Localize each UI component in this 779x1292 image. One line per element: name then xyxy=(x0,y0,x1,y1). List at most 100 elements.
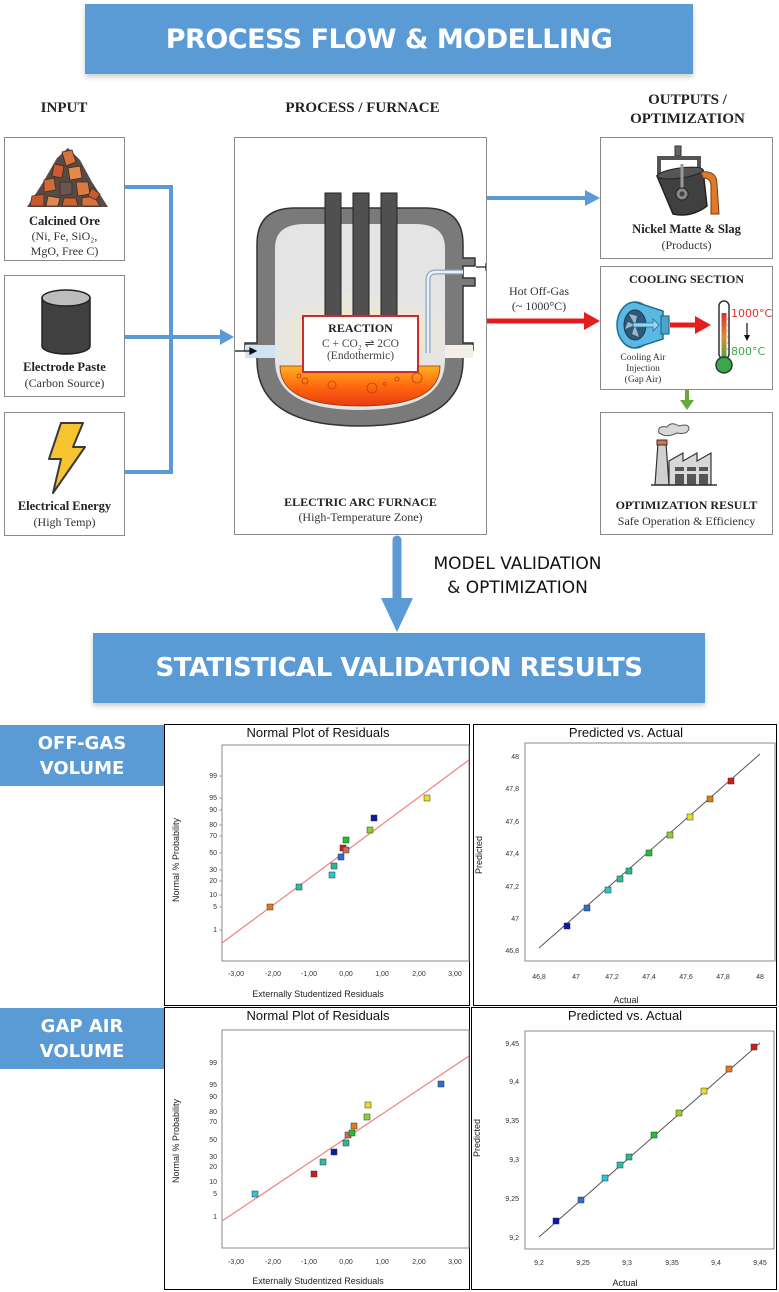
svg-text:9,35: 9,35 xyxy=(505,1118,519,1125)
svg-text:1: 1 xyxy=(213,1214,217,1221)
row-tag-gapair: GAP AIR VOLUME xyxy=(0,1008,164,1069)
cooling-fan-label: Cooling Air Injection (Gap Air) xyxy=(615,353,671,386)
chart-title: Predicted vs. Actual xyxy=(567,1008,683,1023)
electric-arc-furnace-illustration xyxy=(235,192,486,427)
svg-text:1: 1 xyxy=(213,927,217,934)
row-tag-line1: GAP AIR xyxy=(40,1015,124,1037)
temp-low: 800°C xyxy=(731,345,766,358)
lightning-bolt-icon xyxy=(48,422,86,494)
svg-text:50: 50 xyxy=(209,850,217,857)
svg-text:10: 10 xyxy=(209,892,217,899)
svg-text:5: 5 xyxy=(213,904,217,911)
thermometer-icon xyxy=(715,300,733,374)
svg-text:2,00: 2,00 xyxy=(412,1259,426,1266)
svg-text:70: 70 xyxy=(209,1119,217,1126)
row-tag-offgas: OFF-GAS VOLUME xyxy=(0,725,164,786)
ore-pile-icon xyxy=(27,148,108,207)
page-title: PROCESS FLOW & MODELLING xyxy=(165,23,613,55)
column-header-outputs-line2: OPTIMIZATION xyxy=(630,111,745,127)
chart-offgas-predicted-vs-actual: Predicted vs. Actual Actual Predicted 48… xyxy=(473,724,777,1006)
svg-text:9,45: 9,45 xyxy=(753,1260,767,1267)
chart-plot-area: 99 95 90 80 70 50 30 20 10 5 1 -3,00 -2,00 -1,00 0,00… xyxy=(209,744,470,978)
svg-text:9,3: 9,3 xyxy=(509,1157,519,1164)
svg-text:47,4: 47,4 xyxy=(505,851,519,858)
chart-plot-area: 99 95 90 80 70 50 30 20 10 5 1 -3,00 -2,00 -1,00 0,00… xyxy=(209,1029,470,1266)
svg-text:50: 50 xyxy=(209,1137,217,1144)
products-title: Nickel Matte & Slag xyxy=(632,222,741,236)
svg-text:70: 70 xyxy=(209,833,217,840)
output-optimization-result: OPTIMIZATION RESULT Safe Operation & Eff… xyxy=(600,412,773,535)
svg-text:47,2: 47,2 xyxy=(505,884,519,891)
svg-text:47: 47 xyxy=(572,974,580,981)
cooling-fan-label-line3: (Gap Air) xyxy=(624,375,662,385)
ladle-pouring-icon xyxy=(655,145,720,216)
svg-text:3,00: 3,00 xyxy=(448,971,462,978)
svg-text:-3,00: -3,00 xyxy=(228,1259,244,1266)
chart-offgas-normal-plot: Normal Plot of Residuals Externally Stud… xyxy=(164,724,470,1006)
svg-text:95: 95 xyxy=(209,1082,217,1089)
svg-text:1,00: 1,00 xyxy=(375,971,389,978)
input-title: Electrical Energy xyxy=(17,499,112,513)
result-title: OPTIMIZATION RESULT xyxy=(615,498,758,512)
chart-gapair-predicted-vs-actual: Predicted vs. Actual Actual Predicted 9,… xyxy=(471,1007,777,1290)
input-subtitle: MgO, Free C) xyxy=(30,244,99,258)
furnace-title: ELECTRIC ARC FURNACE xyxy=(284,495,437,509)
svg-text:0,00: 0,00 xyxy=(339,971,353,978)
svg-text:9,35: 9,35 xyxy=(665,1260,679,1267)
svg-text:95: 95 xyxy=(209,795,217,802)
cooling-fan-label-line2: Injection xyxy=(626,364,660,374)
column-header-outputs-line1: OUTPUTS / xyxy=(648,92,727,108)
input-title: Calcined Ore xyxy=(29,214,100,228)
chart-xlabel: Externally Studentized Residuals xyxy=(252,989,384,999)
svg-text:9,45: 9,45 xyxy=(505,1041,519,1048)
input-electrode-paste: Electrode Paste (Carbon Source) xyxy=(4,275,125,397)
svg-text:48: 48 xyxy=(511,754,519,761)
model-validation-label: MODEL VALIDATION & OPTIMIZATION xyxy=(410,552,625,600)
svg-text:9,4: 9,4 xyxy=(509,1079,519,1086)
temp-down-arrow-icon xyxy=(744,323,750,341)
column-header-process: PROCESS / FURNACE xyxy=(285,100,440,116)
cooling-fan-label-line1: Cooling Air xyxy=(620,353,666,363)
svg-text:9,4: 9,4 xyxy=(711,1260,721,1267)
column-header-input: INPUT xyxy=(40,100,88,116)
result-subtitle: Safe Operation & Efficiency xyxy=(617,514,756,528)
row-tag-line2: VOLUME xyxy=(39,757,125,779)
output-cooling-section: COOLING SECTION Cooling Air Injection (G… xyxy=(600,266,773,390)
results-title: STATISTICAL VALIDATION RESULTS xyxy=(155,653,644,683)
row-tag-line2: VOLUME xyxy=(39,1040,125,1062)
row-tag-line1: OFF-GAS xyxy=(37,732,127,754)
results-banner: STATISTICAL VALIDATION RESULTS xyxy=(93,633,705,703)
svg-text:90: 90 xyxy=(209,1094,217,1101)
furnace-box: REACTION C + CO₂ ⇌ 2CO (Endothermic) ELE… xyxy=(234,137,487,535)
input-calcined-ore: Calcined Ore (Ni, Fe, SiO₂, MgO, Free C) xyxy=(4,137,125,261)
input-subtitle: (Ni, Fe, SiO₂, xyxy=(31,229,98,243)
offgas-label: Hot Off-Gas (~ 1000°C) xyxy=(494,284,584,314)
column-header-outputs: OUTPUTS / OPTIMIZATION xyxy=(600,91,775,129)
svg-text:0,00: 0,00 xyxy=(339,1259,353,1266)
svg-text:30: 30 xyxy=(209,867,217,874)
model-validation-line1: MODEL VALIDATION xyxy=(433,554,602,574)
svg-text:-3,00: -3,00 xyxy=(228,971,244,978)
svg-text:10: 10 xyxy=(209,1179,217,1186)
chart-plot-area: 48 47,8 47,6 47,4 47,2 47 46,8 46,8 47 47,2 47,4 4… xyxy=(505,742,776,981)
svg-text:9,2: 9,2 xyxy=(534,1260,544,1267)
svg-text:3,00: 3,00 xyxy=(448,1259,462,1266)
chart-title: Normal Plot of Residuals xyxy=(246,1008,390,1023)
svg-text:80: 80 xyxy=(209,822,217,829)
input-subtitle: (High Temp) xyxy=(33,515,96,529)
reaction-note: (Endothermic) xyxy=(326,350,395,362)
output-products: Nickel Matte & Slag (Products) xyxy=(600,137,773,259)
svg-text:47: 47 xyxy=(511,916,519,923)
page-title-banner: PROCESS FLOW & MODELLING xyxy=(85,4,693,74)
svg-text:9,25: 9,25 xyxy=(505,1196,519,1203)
svg-text:90: 90 xyxy=(209,807,217,814)
input-title: Electrode Paste xyxy=(23,360,106,374)
svg-text:48: 48 xyxy=(756,974,764,981)
svg-text:47,8: 47,8 xyxy=(505,786,519,793)
reaction-title: REACTION xyxy=(328,321,393,335)
svg-text:99: 99 xyxy=(209,1060,217,1067)
svg-text:20: 20 xyxy=(209,1164,217,1171)
svg-text:46,8: 46,8 xyxy=(532,974,546,981)
chart-xlabel: Actual xyxy=(612,1278,638,1288)
svg-text:47,4: 47,4 xyxy=(642,974,656,981)
